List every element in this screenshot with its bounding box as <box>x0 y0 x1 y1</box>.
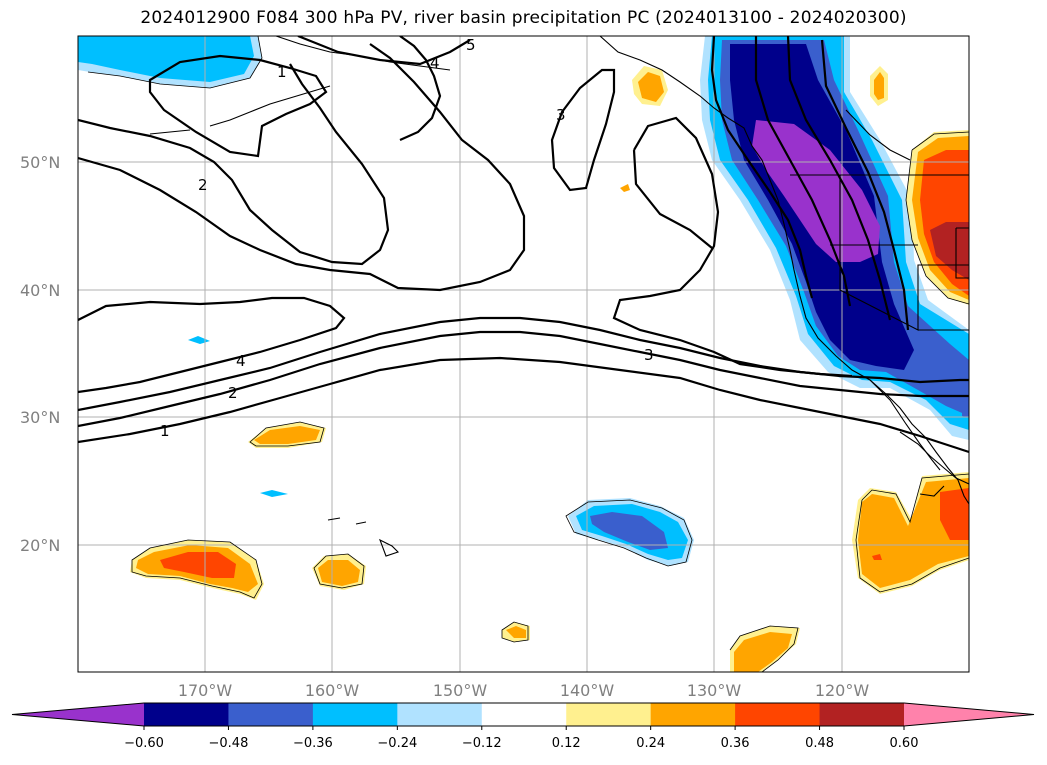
blue-patch-aleutian-core <box>78 36 254 82</box>
contour-label: 4 <box>430 54 440 72</box>
contour-label: 1 <box>277 63 287 81</box>
contour-label: 4 <box>236 352 246 370</box>
colorbar-segment <box>228 703 314 726</box>
lat-label: 40°N <box>20 281 60 300</box>
lat-label: 30°N <box>20 408 60 427</box>
colorbar-extend-low <box>12 703 144 726</box>
colorbar-tick-label: −0.36 <box>293 736 333 751</box>
map-frame <box>77 35 970 673</box>
colorbar-segment <box>144 703 229 726</box>
shaded-outlines <box>87 36 969 672</box>
west-coast-band-purple <box>752 120 880 262</box>
lon-label: 120°W <box>815 681 870 700</box>
blue-dot-2 <box>260 490 288 497</box>
lon-labels: 170°W 160°W 150°W 140°W 130°W 120°W <box>178 681 870 700</box>
shaded-fields <box>78 36 969 672</box>
warm-patch-mexico-red <box>940 488 969 540</box>
contour-label: 5 <box>466 36 476 54</box>
warm-patch-hawaii-orange <box>318 560 360 586</box>
map-panel: 1 5 4 3 2 4 2 1 3 <box>78 36 969 672</box>
map-title: 2024012900 F084 300 hPa PV, river basin … <box>140 8 907 28</box>
lon-label: 130°W <box>687 681 742 700</box>
warm-patch-small-1-orange <box>506 626 526 638</box>
contour-label: 1 <box>160 422 170 440</box>
colorbar-segment <box>650 703 736 726</box>
colorbar <box>11 702 1035 727</box>
lat-label: 50°N <box>20 153 60 172</box>
warm-patch-alaska-1-orange <box>638 72 664 102</box>
contour-label: 3 <box>644 346 654 364</box>
contour-labels: 1 5 4 3 2 4 2 1 3 <box>160 36 654 440</box>
lat-label: 20°N <box>20 536 60 555</box>
warm-patch-alaska-2-orange <box>874 72 884 100</box>
warm-dot-3 <box>620 184 630 192</box>
colorbar-tick-label: 0.36 <box>721 736 750 751</box>
colorbar-ticks: −0.60 −0.48 −0.36 −0.24 −0.12 0.12 0.24 0.36 0.4… <box>124 726 918 751</box>
colorbar-tick-label: 0.12 <box>552 736 581 751</box>
colorbar-segment <box>397 703 483 726</box>
colorbar-tick-label: −0.60 <box>124 736 164 751</box>
gridlines <box>78 36 969 672</box>
colorbar-tick-label: −0.48 <box>209 736 249 751</box>
colorbar-segment <box>735 703 821 726</box>
warm-patch-west-red <box>160 552 236 578</box>
blue-patch-subtropical-royal <box>590 512 668 550</box>
warm-patch-south-orange <box>734 632 792 672</box>
colorbar-segment <box>481 703 567 726</box>
colorbar-extend-high <box>904 703 1034 726</box>
lat-labels: 50°N 40°N 30°N 20°N <box>20 153 60 555</box>
lon-label: 160°W <box>305 681 360 700</box>
colorbar-segment <box>819 703 905 726</box>
contour-label: 2 <box>198 176 208 194</box>
colorbar-segment <box>312 703 398 726</box>
colorbar-tick-label: 0.24 <box>636 736 665 751</box>
lon-label: 150°W <box>433 681 488 700</box>
warm-dot-mexico <box>872 554 882 560</box>
pv-contours <box>78 36 969 454</box>
lon-label: 170°W <box>178 681 233 700</box>
colorbar-tick-label: −0.12 <box>462 736 502 751</box>
southern-blue-dot <box>962 400 969 418</box>
contour-label: 2 <box>228 384 238 402</box>
colorbar-tick-label: −0.24 <box>377 736 417 751</box>
contour-label: 3 <box>556 106 566 124</box>
colorbar-tick-label: 0.60 <box>890 736 919 751</box>
warm-patch-central-orange <box>254 426 320 444</box>
colorbar-tick-label: 0.48 <box>805 736 834 751</box>
colorbar-segment <box>566 703 652 726</box>
lon-label: 140°W <box>560 681 615 700</box>
